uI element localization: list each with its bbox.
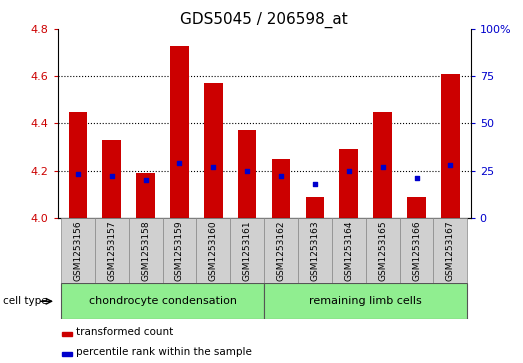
Bar (366, 218, 400, 283)
Bar (332, 218, 366, 283)
Text: percentile rank within the sample: percentile rank within the sample (76, 347, 252, 357)
Text: chondrocyte condensation: chondrocyte condensation (88, 296, 236, 306)
Bar (434, 218, 468, 283)
Text: GSM1253165: GSM1253165 (378, 220, 387, 281)
Bar (61, 283, 264, 319)
Point (345, 168, 353, 174)
Bar (400, 218, 434, 283)
Bar (373, 111, 392, 218)
Bar (95, 218, 129, 283)
Bar (238, 130, 256, 218)
Bar (339, 149, 358, 218)
Text: remaining limb cells: remaining limb cells (309, 296, 422, 306)
Point (141, 177, 150, 183)
Point (379, 164, 387, 170)
Bar (170, 45, 189, 218)
Text: GSM1253162: GSM1253162 (277, 220, 286, 281)
Point (108, 174, 116, 179)
Bar (441, 74, 460, 218)
Point (175, 160, 184, 166)
Text: GSM1253166: GSM1253166 (412, 220, 421, 281)
Bar (196, 218, 230, 283)
Bar (163, 218, 196, 283)
Bar (62, 352, 72, 356)
Text: GSM1253161: GSM1253161 (243, 220, 252, 281)
Bar (298, 218, 332, 283)
Bar (129, 218, 163, 283)
Text: cell type: cell type (3, 296, 47, 306)
Bar (69, 111, 87, 218)
Text: GSM1253167: GSM1253167 (446, 220, 455, 281)
Point (277, 174, 285, 179)
Point (209, 164, 218, 170)
Bar (264, 283, 468, 319)
Text: GSM1253158: GSM1253158 (141, 220, 150, 281)
Point (446, 162, 454, 168)
Bar (61, 218, 95, 283)
Text: transformed count: transformed count (76, 327, 173, 337)
Title: GDS5045 / 206598_at: GDS5045 / 206598_at (180, 12, 348, 28)
Bar (137, 173, 155, 218)
Point (74, 171, 82, 177)
Text: GSM1253157: GSM1253157 (107, 220, 116, 281)
Bar (272, 159, 290, 218)
Bar (305, 196, 324, 218)
Bar (62, 332, 72, 336)
Text: GSM1253163: GSM1253163 (311, 220, 320, 281)
Point (412, 175, 420, 181)
Text: GSM1253164: GSM1253164 (344, 220, 353, 281)
Text: GSM1253159: GSM1253159 (175, 220, 184, 281)
Bar (264, 218, 298, 283)
Text: GSM1253160: GSM1253160 (209, 220, 218, 281)
Bar (407, 196, 426, 218)
Bar (103, 140, 121, 218)
Point (243, 168, 252, 174)
Point (311, 181, 319, 187)
Text: GSM1253156: GSM1253156 (73, 220, 82, 281)
Bar (204, 83, 223, 218)
Bar (230, 218, 264, 283)
